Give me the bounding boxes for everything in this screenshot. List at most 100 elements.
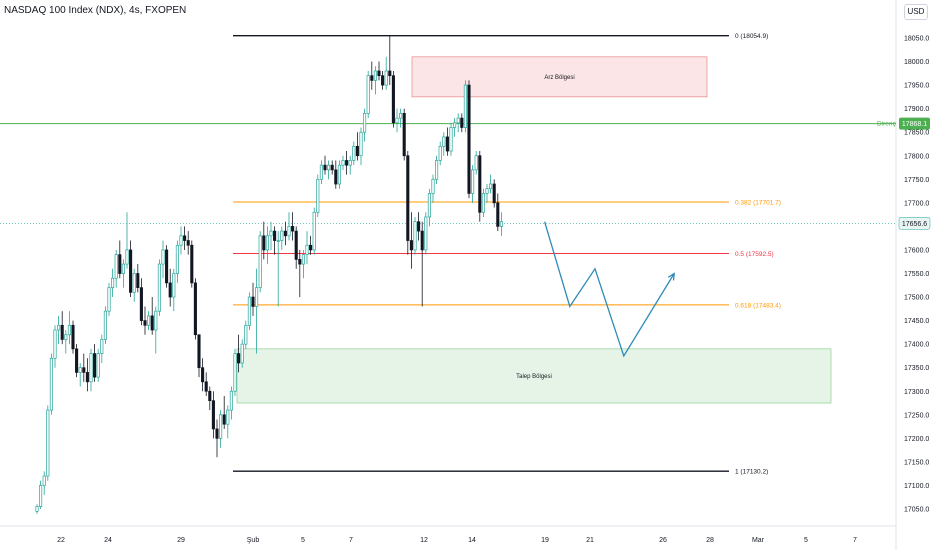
candle-body <box>42 475 46 486</box>
candle-body <box>114 254 118 279</box>
resistance-price-badge: 17868.1 <box>902 121 927 128</box>
candle-body <box>359 131 363 157</box>
y-tick-label: 17800.0 <box>904 153 929 160</box>
y-tick-label: 17700.0 <box>904 200 929 207</box>
candle-body <box>143 320 147 326</box>
y-tick-label: 17100.0 <box>904 483 929 490</box>
candle-body <box>247 296 251 326</box>
candle-body <box>49 357 53 411</box>
x-tick-label: 22 <box>57 537 65 544</box>
candle-body <box>456 117 460 124</box>
x-tick-label: 14 <box>468 537 476 544</box>
y-tick-label: 17300.0 <box>904 389 929 396</box>
candle-body <box>395 117 399 124</box>
candle-body <box>377 70 381 77</box>
candle-body <box>319 164 323 180</box>
candle-body <box>75 348 79 373</box>
current-price-badge-bg <box>898 217 931 230</box>
candle-body <box>330 164 334 171</box>
candle-body <box>435 160 439 180</box>
candle-body <box>78 367 82 373</box>
candle-body <box>147 315 151 326</box>
candle-body <box>417 221 421 232</box>
x-tick-label: 29 <box>177 537 185 544</box>
candle-body <box>316 178 320 213</box>
zone-label: Arz Bölgesi <box>544 75 574 81</box>
candle-body <box>121 263 125 274</box>
candle-body <box>226 409 230 425</box>
candle-body <box>348 160 352 166</box>
candle-body <box>211 400 215 430</box>
candle-body <box>93 353 97 378</box>
candle-body <box>172 273 176 298</box>
candle-body <box>183 235 187 241</box>
resistance-price-badge-bg <box>899 117 930 130</box>
candle-body <box>215 428 219 439</box>
candle-body <box>265 235 269 251</box>
candle-body <box>463 84 467 128</box>
y-tick-label: 17450.0 <box>904 318 929 325</box>
candle-body <box>208 390 212 402</box>
y-tick-label: 17150.0 <box>904 459 929 466</box>
candle-body <box>273 230 277 241</box>
candle-body <box>197 334 201 369</box>
candle-body <box>467 84 471 194</box>
candle-body <box>96 353 100 378</box>
current-price-badge: 17656.6 <box>902 221 927 228</box>
candle-body <box>337 164 341 185</box>
candle-body <box>125 249 129 265</box>
projection-path <box>543 221 675 358</box>
fib-label: 0.5 (17592.5) <box>735 251 774 258</box>
candle-body <box>442 136 446 147</box>
y-tick-label: 17350.0 <box>904 365 929 372</box>
candle-body <box>193 282 197 336</box>
x-tick-label: 7 <box>349 537 353 544</box>
candle-body <box>139 287 143 321</box>
candle-body <box>424 216 428 251</box>
candle-body <box>431 178 435 194</box>
y-tick-label: 17950.0 <box>904 83 929 90</box>
candle-body <box>485 188 489 194</box>
candle-body <box>57 324 61 331</box>
candle-body <box>298 259 302 265</box>
candle-body <box>67 324 71 336</box>
zone-demand <box>236 348 832 404</box>
candle-body <box>179 235 183 246</box>
candle-body <box>309 244 313 251</box>
candle-body <box>85 372 89 383</box>
fib-label: 0 (18054.9) <box>735 33 768 40</box>
candle-body <box>474 155 478 171</box>
candle-body <box>445 136 449 152</box>
candle-body <box>39 485 43 507</box>
candle-body <box>244 324 248 345</box>
candle-body <box>82 367 86 373</box>
candle-body <box>201 367 205 383</box>
candle-body <box>111 277 115 288</box>
candle-body <box>165 249 169 284</box>
candle-body <box>46 409 50 477</box>
candle-body <box>136 273 140 288</box>
candle-body <box>118 254 122 274</box>
candle-body <box>190 244 194 284</box>
x-tick-label: Mar <box>752 537 765 544</box>
x-tick-label: 26 <box>659 537 667 544</box>
candle-body <box>107 287 111 312</box>
currency-button[interactable]: USD <box>904 4 928 20</box>
candles <box>35 35 503 514</box>
y-tick-label: 17550.0 <box>904 271 929 278</box>
y-tick-label: 17900.0 <box>904 106 929 113</box>
candle-body <box>269 230 273 237</box>
y-tick-label: 17850.0 <box>904 130 929 137</box>
candle-body <box>499 221 503 227</box>
x-tick-label: 7 <box>853 537 857 544</box>
x-tick-label: 21 <box>586 537 594 544</box>
candle-body <box>438 145 442 161</box>
candle-body <box>168 282 172 298</box>
candle-body <box>219 414 223 439</box>
candle-body <box>406 155 410 241</box>
candle-body <box>255 287 259 307</box>
resistance-label: Direnç <box>877 121 897 128</box>
candle-body <box>291 226 295 232</box>
candle-body <box>355 145 359 157</box>
